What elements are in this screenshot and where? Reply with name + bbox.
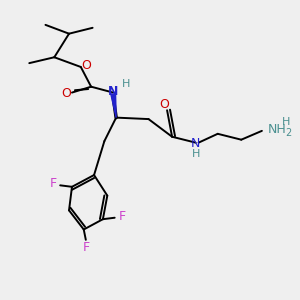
Text: O: O xyxy=(62,87,72,100)
Text: NH: NH xyxy=(268,123,286,136)
Text: O: O xyxy=(159,98,169,111)
Text: F: F xyxy=(49,177,56,190)
Text: F: F xyxy=(118,210,126,223)
Text: O: O xyxy=(81,59,91,72)
Text: F: F xyxy=(83,241,90,254)
Text: H: H xyxy=(282,117,290,127)
Text: 2: 2 xyxy=(285,128,291,138)
Text: H: H xyxy=(122,79,130,89)
Text: H: H xyxy=(191,149,200,159)
Text: N: N xyxy=(191,137,200,150)
Polygon shape xyxy=(111,94,116,118)
Text: N: N xyxy=(108,85,119,98)
